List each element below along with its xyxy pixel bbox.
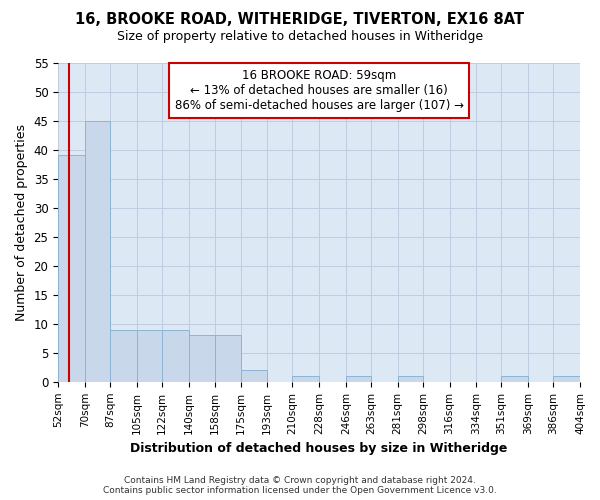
- Bar: [58, 156, 85, 382]
- X-axis label: Distribution of detached houses by size in Witheridge: Distribution of detached houses by size …: [130, 442, 508, 455]
- Bar: [398, 376, 423, 382]
- Text: 16, BROOKE ROAD, WITHERIDGE, TIVERTON, EX16 8AT: 16, BROOKE ROAD, WITHERIDGE, TIVERTON, E…: [76, 12, 524, 28]
- Bar: [110, 330, 137, 382]
- Text: 16 BROOKE ROAD: 59sqm
← 13% of detached houses are smaller (16)
86% of semi-deta: 16 BROOKE ROAD: 59sqm ← 13% of detached …: [175, 69, 464, 112]
- Text: Size of property relative to detached houses in Witheridge: Size of property relative to detached ho…: [117, 30, 483, 43]
- Bar: [241, 370, 267, 382]
- Text: Contains HM Land Registry data © Crown copyright and database right 2024.
Contai: Contains HM Land Registry data © Crown c…: [103, 476, 497, 495]
- Y-axis label: Number of detached properties: Number of detached properties: [15, 124, 28, 320]
- Bar: [85, 120, 110, 382]
- Bar: [346, 376, 371, 382]
- Bar: [502, 376, 528, 382]
- Bar: [553, 376, 580, 382]
- Bar: [215, 336, 241, 382]
- Bar: [188, 336, 215, 382]
- Bar: [162, 330, 188, 382]
- Bar: [137, 330, 162, 382]
- Bar: [292, 376, 319, 382]
